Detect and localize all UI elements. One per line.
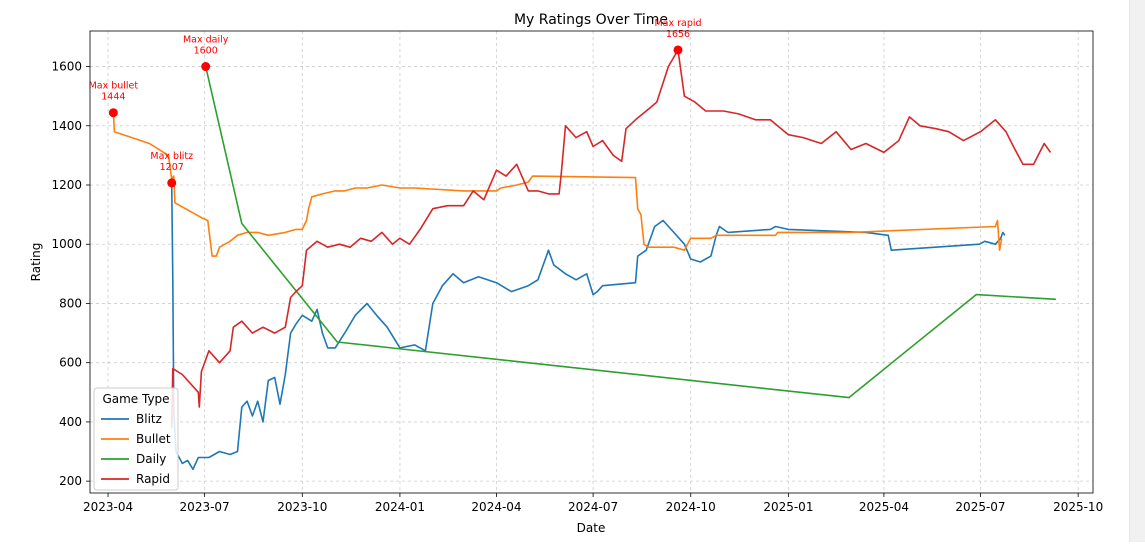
y-tick-label: 1000	[51, 237, 82, 251]
legend-title: Game Type	[102, 392, 169, 406]
series-line-bullet	[112, 112, 1003, 257]
legend-entries: Blitz Bullet Daily Rapid	[101, 412, 171, 486]
x-tick-label: 2023-07	[180, 500, 230, 514]
series-line-rapid	[170, 49, 1052, 428]
annotation-label: Max bullet	[89, 81, 139, 92]
x-tick-label: 2024-07	[568, 500, 618, 514]
x-tick-label: 2023-04	[83, 500, 133, 514]
y-tick-label: 200	[59, 474, 82, 488]
series-lines	[112, 49, 1056, 471]
max-marker	[167, 178, 177, 188]
x-tick-label: 2023-10	[277, 500, 327, 514]
max-marker	[673, 45, 683, 55]
y-tick-label: 1600	[51, 60, 82, 74]
annotation-label: Max daily	[183, 35, 229, 46]
y-tick-label: 800	[59, 296, 82, 310]
x-tick-label: 2024-01	[375, 500, 425, 514]
y-tick-label: 1400	[51, 119, 82, 133]
annotation-value: 1656	[666, 29, 690, 40]
y-tick-label: 400	[59, 415, 82, 429]
grid	[90, 31, 1093, 493]
plot-area-frame	[89, 30, 1094, 494]
annotation-value: 1207	[160, 162, 184, 173]
axes: 2023-04 2023-07 2023-10 2024-01 2024-04 2024-…	[51, 60, 1103, 514]
max-marker	[108, 108, 118, 118]
x-tick-label: 2025-10	[1053, 500, 1103, 514]
legend-label-blitz: Blitz	[136, 412, 162, 426]
series-line-blitz	[170, 182, 1006, 471]
annotation-label: Max rapid	[654, 18, 701, 29]
x-tick-label: 2025-07	[955, 500, 1005, 514]
x-tick-label: 2025-04	[859, 500, 909, 514]
x-tick-label: 2024-04	[471, 500, 521, 514]
vertical-scrollbar[interactable]	[1129, 0, 1145, 542]
x-tick-label: 2024-10	[666, 500, 716, 514]
legend-box	[93, 387, 179, 491]
y-axis-label: Rating	[29, 243, 43, 282]
legend: Game Type Blitz Bullet Daily Rapid	[93, 387, 179, 491]
max-marker	[201, 62, 211, 72]
legend-label-bullet: Bullet	[136, 432, 171, 446]
y-tick-label: 600	[59, 356, 82, 370]
series-line-daily	[204, 66, 1056, 399]
annotation-label: Max blitz	[150, 151, 193, 162]
chart-title: My Ratings Over Time	[514, 12, 668, 28]
y-tick-label: 1200	[51, 178, 82, 192]
annotation-value: 1444	[101, 92, 125, 103]
legend-label-daily: Daily	[136, 452, 166, 466]
legend-label-rapid: Rapid	[136, 472, 170, 486]
x-tick-label: 2025-01	[763, 500, 813, 514]
annotation-value: 1600	[194, 46, 218, 57]
x-axis-label: Date	[577, 521, 606, 535]
